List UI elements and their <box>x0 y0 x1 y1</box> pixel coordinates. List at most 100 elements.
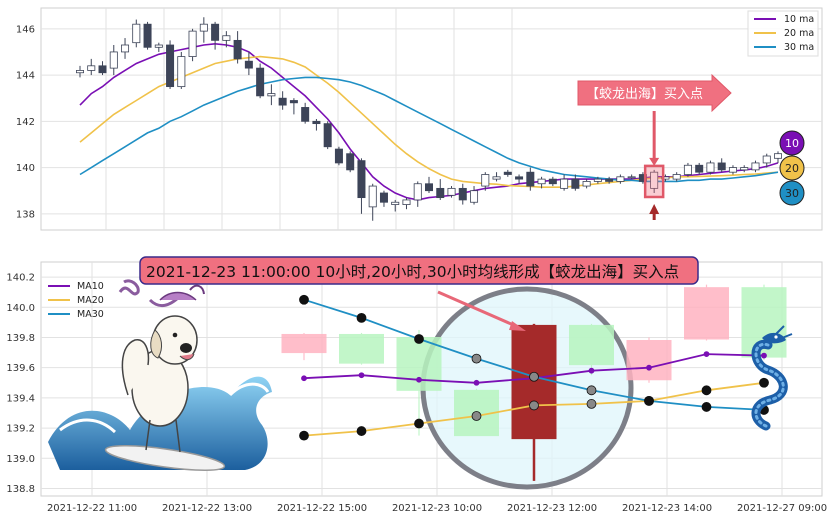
badge-10-label: 10 <box>785 137 799 150</box>
bottom-y-tick-labels: 138.8 139.0 139.2 139.4 139.6 139.8 140.0 140.2 <box>6 273 35 495</box>
top-candle-57 <box>717 158 726 173</box>
top-candle-7 <box>154 42 163 52</box>
bottom-legend-label-ma30: MA30 <box>77 309 104 320</box>
top-candle-61 <box>762 153 771 168</box>
top-buy-point-down-arrowhead <box>649 157 660 166</box>
bottom-ma30-point-1 <box>356 312 367 323</box>
bottom-x-tick-4: 2021-12-23 12:00 <box>507 503 597 514</box>
top-candle-28 <box>391 199 400 212</box>
bottom-ma20-point-8 <box>759 377 769 388</box>
bottom-ma20-point-4 <box>529 400 539 411</box>
bottom-candles <box>281 284 787 481</box>
bottom-ma10-point-8 <box>761 352 767 359</box>
top-panel: 138 140 142 144 146 10 ma 20 ma 30 ma 【蛟龙出海】… <box>16 7 823 231</box>
top-candle-36 <box>481 172 490 191</box>
top-candle-35 <box>470 186 479 205</box>
badge-20-label: 20 <box>785 162 799 175</box>
bottom-ma30-point-2 <box>414 334 424 344</box>
bottom-y-tick-6: 140.0 <box>6 303 35 314</box>
top-candle-16 <box>256 63 265 99</box>
top-candle-3 <box>109 45 118 76</box>
top-candle-24 <box>346 151 355 173</box>
bottom-ma30-point-4 <box>529 371 539 382</box>
bottom-ma10-point-3 <box>473 379 480 386</box>
top-buy-point-label: 【蛟龙出海】买入点 <box>586 87 703 102</box>
top-candle-5 <box>132 19 141 48</box>
top-candle-31 <box>424 176 433 193</box>
top-candle-6 <box>143 21 152 50</box>
bottom-y-tick-4: 139.6 <box>6 363 35 374</box>
bottom-candle-7 <box>684 284 729 341</box>
top-candle-27 <box>379 190 388 207</box>
bottom-candle-1 <box>339 332 384 365</box>
bottom-ma20-point-5 <box>586 399 597 409</box>
badge-30-circle <box>779 180 805 206</box>
top-candle-42 <box>548 176 557 187</box>
bottom-x-tick-2: 2021-12-22 15:00 <box>277 503 367 514</box>
bottom-ma-markers <box>299 294 769 441</box>
badge-20-circle <box>779 155 805 181</box>
top-candle-8 <box>166 40 175 89</box>
bottom-buy-point-arrow <box>437 290 526 331</box>
top-candle-60 <box>751 160 760 173</box>
top-candle-18 <box>278 91 287 110</box>
top-candle-29 <box>402 197 411 210</box>
bottom-ma30-point-7 <box>701 402 712 412</box>
top-candle-15 <box>244 51 253 76</box>
top-buy-point-up-arrowhead <box>649 204 660 214</box>
top-y-tick-labels: 138 140 142 144 146 <box>16 24 35 220</box>
bottom-ma20-point-1 <box>356 426 367 436</box>
bottom-ma30-point-5 <box>586 385 597 396</box>
bottom-x-tick-3: 2021-12-23 10:00 <box>392 503 482 514</box>
top-y-tick-0: 138 <box>16 209 35 220</box>
bottom-ma10-point-0 <box>301 375 307 382</box>
bottom-candle-0 <box>281 332 327 361</box>
top-candle-46 <box>593 176 602 184</box>
bottom-y-tick-0: 138.8 <box>6 484 35 495</box>
top-candle-20 <box>301 102 310 124</box>
bottom-y-tick-1: 139.0 <box>6 454 35 465</box>
top-candle-4 <box>121 38 130 59</box>
top-candle-17 <box>267 84 276 106</box>
bottom-x-tick-0: 2021-12-22 11:00 <box>47 503 137 514</box>
top-y-tick-1: 140 <box>16 163 35 174</box>
top-candle-37 <box>492 172 501 182</box>
top-candle-23 <box>334 146 343 166</box>
top-legend-label-ma10: 10 ma <box>784 14 814 25</box>
top-candle-48 <box>616 174 625 184</box>
bottom-ma10-point-1 <box>358 372 365 379</box>
top-candle-55 <box>695 162 704 175</box>
top-candle-38 <box>503 169 512 177</box>
bottom-ma30-point-3 <box>471 353 482 364</box>
bottom-ma10-point-5 <box>588 367 595 374</box>
top-legend-label-ma20: 20 ma <box>784 28 814 39</box>
top-candle-39 <box>515 174 524 184</box>
top-candle-40 <box>526 167 535 191</box>
bottom-ma10-point-7 <box>703 351 710 357</box>
top-candle-1 <box>87 58 96 76</box>
top-candle-32 <box>436 179 445 200</box>
top-candle-21 <box>312 119 321 131</box>
bottom-ma20-point-3 <box>471 411 482 421</box>
top-candle-2 <box>98 61 107 76</box>
bottom-ma20-point-2 <box>414 418 424 429</box>
top-candle-47 <box>605 176 614 184</box>
top-candle-14 <box>233 31 242 64</box>
top-candle-44 <box>571 174 580 191</box>
top-candle-43 <box>560 174 569 191</box>
top-candle-51 <box>650 169 659 193</box>
top-candle-33 <box>447 186 456 198</box>
top-candle-34 <box>458 183 467 205</box>
bottom-ma30-point-6 <box>644 395 654 406</box>
top-candle-25 <box>357 158 366 214</box>
ma-badges: 10 20 30 <box>779 130 805 206</box>
top-y-tick-4: 146 <box>16 24 35 35</box>
top-legend: 10 ma 20 ma 30 ma <box>747 10 819 57</box>
top-candle-41 <box>537 176 546 189</box>
bottom-buy-point-banner: 2021-12-23 11:00:00 10小时,20小时,30小时均线形成【蛟… <box>139 256 699 285</box>
top-candle-52 <box>661 174 670 182</box>
top-grid <box>41 8 822 230</box>
top-candle-58 <box>728 165 737 175</box>
top-candle-56 <box>706 160 715 175</box>
badge-10-circle <box>779 130 805 156</box>
